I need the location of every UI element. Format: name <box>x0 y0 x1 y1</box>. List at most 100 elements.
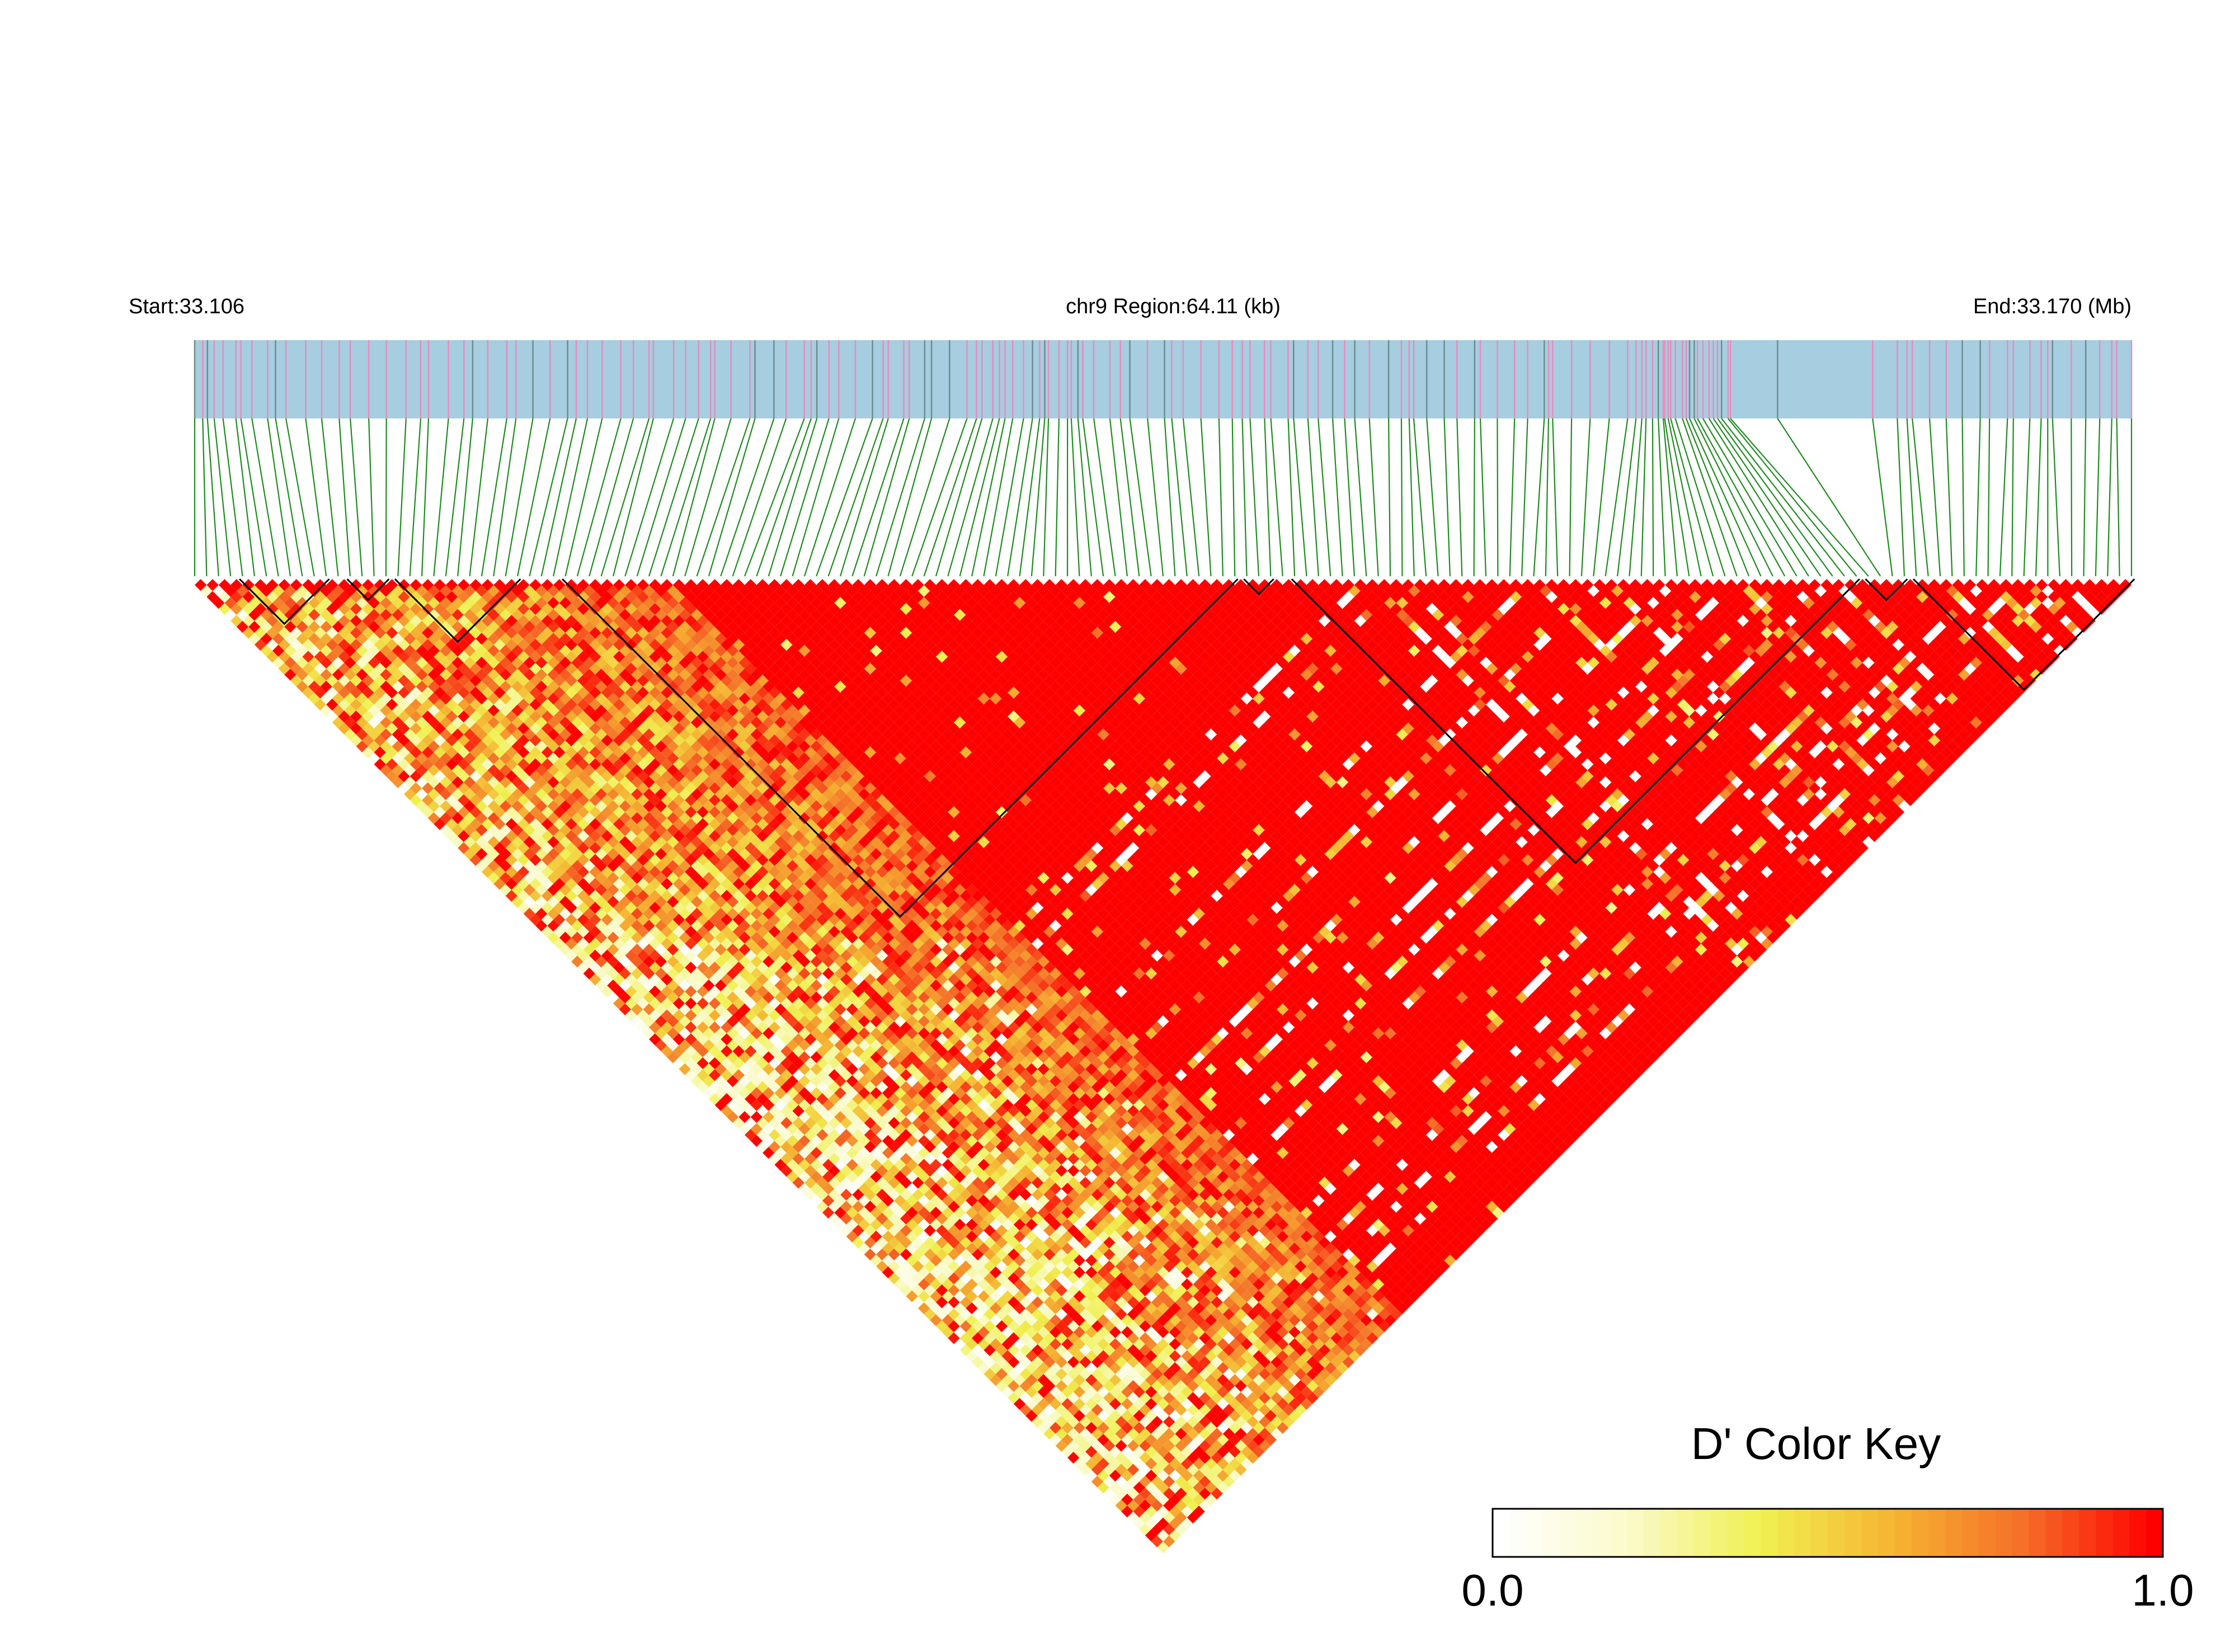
ld-cell <box>1121 1470 1133 1482</box>
snp-connector-line <box>457 418 473 577</box>
ld-cell <box>888 1236 900 1249</box>
snp-connector-line <box>1456 418 1463 577</box>
ld-cell <box>302 686 314 699</box>
ld-cell <box>254 591 267 603</box>
ld-cell <box>1115 1499 1127 1512</box>
ld-cell <box>284 597 297 609</box>
snp-connector-line <box>959 418 1000 577</box>
snp-connector-line <box>1987 418 1991 577</box>
ld-cell <box>745 1057 757 1070</box>
ld-cell <box>499 883 512 896</box>
ld-cell <box>672 1057 685 1070</box>
ld-cell <box>882 1159 895 1171</box>
ld-cell <box>810 1194 822 1207</box>
ld-cell <box>1115 1488 1127 1500</box>
ld-cell <box>1157 1481 1169 1494</box>
ld-cell <box>708 1033 721 1046</box>
ld-cell <box>703 1063 715 1075</box>
ld-cell <box>356 680 368 693</box>
ld-cell <box>816 1176 829 1189</box>
ld-cell <box>786 1147 799 1159</box>
ld-cell <box>846 1183 859 1195</box>
ld-cell <box>966 1278 978 1291</box>
ld-cell <box>1193 1481 1205 1494</box>
snp-connector-line <box>1708 418 1809 577</box>
ld-cell <box>314 662 327 675</box>
ld-cell <box>1008 1368 1020 1380</box>
ld-cell <box>649 1009 661 1022</box>
ld-cell <box>1019 1320 1032 1333</box>
ld-cell <box>846 1147 859 1159</box>
ld-cell <box>374 698 386 711</box>
ld-cell <box>708 1045 721 1057</box>
ld-cell <box>685 1021 697 1034</box>
ld-cell <box>385 734 398 747</box>
ld-cell <box>1085 1386 1098 1398</box>
ld-cell <box>392 704 404 717</box>
snp-connector-line <box>1218 418 1224 577</box>
ld-cell <box>463 800 476 812</box>
ld-cell <box>493 854 506 866</box>
ld-cell <box>984 1344 996 1357</box>
ld-cell <box>553 925 566 938</box>
snp-connector-line <box>887 418 933 577</box>
ld-cell <box>1001 1386 1014 1398</box>
ld-cell <box>995 1308 1008 1320</box>
ld-cell <box>469 806 482 818</box>
ld-cell <box>308 644 321 657</box>
ld-cell <box>1085 1410 1098 1422</box>
snp-connector-line <box>540 418 577 577</box>
ld-cell <box>948 1284 960 1297</box>
ld-cell <box>906 1230 918 1243</box>
ld-cell <box>894 1242 906 1255</box>
ld-cell <box>314 698 327 711</box>
ld-cell <box>708 1009 721 1022</box>
snp-connector-line <box>876 418 925 577</box>
ld-cell <box>272 609 285 621</box>
ld-cell <box>505 865 517 878</box>
ld-cell <box>1037 1314 1050 1326</box>
ld-cell <box>798 1147 811 1159</box>
ld-cell <box>344 644 356 657</box>
ld-cell <box>954 1230 966 1243</box>
ld-cell <box>547 931 559 944</box>
ld-cell <box>972 1344 984 1357</box>
ld-cell <box>385 662 398 675</box>
ld-cell <box>1127 1404 1140 1416</box>
ld-cell <box>481 830 494 843</box>
ld-cell <box>314 686 327 699</box>
ld-cell <box>206 579 219 591</box>
ld-cell <box>732 1009 745 1022</box>
ld-cell <box>236 585 249 597</box>
ld-cell <box>924 1284 936 1297</box>
snp-connector-line <box>1685 418 1750 577</box>
ld-cell <box>894 1254 906 1267</box>
snp-connector-line <box>2052 418 2060 577</box>
ld-cell <box>547 848 559 860</box>
ld-cell <box>1043 1368 1056 1380</box>
ld-cell <box>738 1123 751 1135</box>
snp-connector-line <box>1688 418 1762 577</box>
ld-cell <box>900 1212 912 1225</box>
ld-cell <box>440 728 452 741</box>
ld-cell <box>320 680 332 693</box>
ld-cell <box>1079 1368 1091 1380</box>
ld-cell <box>290 638 303 651</box>
ld-cell <box>655 1003 667 1016</box>
ld-cell <box>302 638 314 651</box>
ld-cell <box>924 1272 936 1284</box>
ld-cell <box>1061 1338 1074 1350</box>
ld-cell <box>314 591 327 603</box>
ld-cell <box>1079 1404 1091 1416</box>
ld-cell <box>1067 1356 1080 1368</box>
ld-cell <box>1025 1410 1038 1422</box>
ld-cell <box>685 1057 697 1070</box>
ld-cell <box>690 1003 703 1016</box>
ld-cell <box>380 716 392 729</box>
ld-cell <box>804 1188 817 1201</box>
ld-cell <box>738 1015 751 1028</box>
ld-cell <box>1151 1439 1163 1452</box>
ld-cell <box>529 865 542 878</box>
ld-cell <box>410 734 422 747</box>
ld-cell <box>1043 1356 1056 1368</box>
